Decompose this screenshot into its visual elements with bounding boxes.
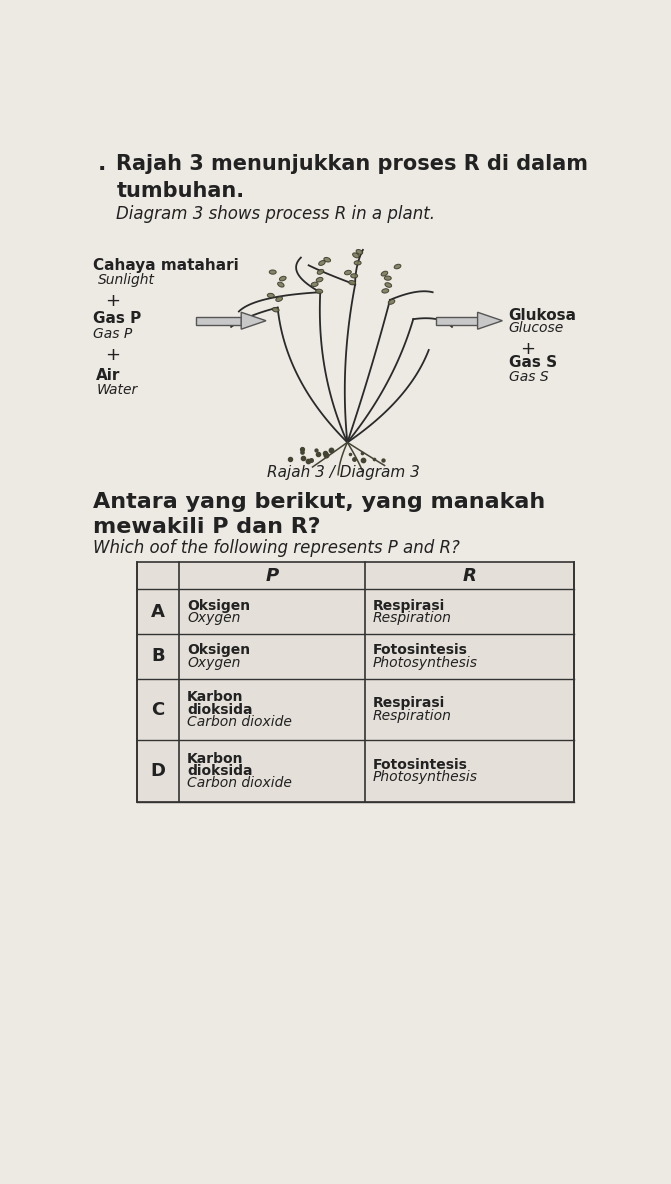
Ellipse shape <box>381 271 388 276</box>
Text: dioksida: dioksida <box>187 702 252 716</box>
Text: Respirasi: Respirasi <box>373 696 445 710</box>
Text: Photosynthesis: Photosynthesis <box>373 656 478 670</box>
Ellipse shape <box>384 276 391 281</box>
Ellipse shape <box>269 270 276 275</box>
Text: Gas S: Gas S <box>509 355 557 371</box>
Text: Antara yang berikut, yang manakah: Antara yang berikut, yang manakah <box>93 493 546 513</box>
Text: Diagram 3 shows process R in a plant.: Diagram 3 shows process R in a plant. <box>117 205 435 224</box>
Text: Karbon: Karbon <box>187 690 244 704</box>
Ellipse shape <box>394 264 401 269</box>
Text: Respirasi: Respirasi <box>373 599 445 612</box>
Ellipse shape <box>276 297 282 302</box>
Text: .: . <box>98 154 106 174</box>
Text: Water: Water <box>96 384 138 397</box>
Ellipse shape <box>349 281 356 285</box>
Polygon shape <box>478 313 503 329</box>
Text: Gas S: Gas S <box>509 369 548 384</box>
Text: D: D <box>150 762 165 780</box>
Ellipse shape <box>317 270 323 275</box>
Text: Rajah 3 / Diagram 3: Rajah 3 / Diagram 3 <box>267 465 420 481</box>
Text: C: C <box>151 701 164 719</box>
Text: Oxygen: Oxygen <box>187 656 240 670</box>
Text: Oksigen: Oksigen <box>187 599 250 612</box>
Bar <box>137 561 574 802</box>
Text: Cahaya matahari: Cahaya matahari <box>93 258 239 272</box>
Text: Respiration: Respiration <box>373 709 452 722</box>
Ellipse shape <box>279 276 286 281</box>
Ellipse shape <box>324 257 331 262</box>
Text: Carbon dioxide: Carbon dioxide <box>187 715 292 729</box>
Text: Respiration: Respiration <box>373 611 452 625</box>
Text: Oksigen: Oksigen <box>187 643 250 657</box>
Text: mewakili P dan R?: mewakili P dan R? <box>93 517 321 538</box>
Ellipse shape <box>319 260 325 265</box>
Ellipse shape <box>311 282 318 287</box>
Text: Photosynthesis: Photosynthesis <box>373 771 478 784</box>
Ellipse shape <box>385 283 392 288</box>
Polygon shape <box>241 313 266 329</box>
Text: Rajah 3 menunjukkan proses R di dalam: Rajah 3 menunjukkan proses R di dalam <box>117 154 588 174</box>
Text: +: + <box>105 346 121 365</box>
Ellipse shape <box>389 300 395 304</box>
Text: B: B <box>151 648 164 665</box>
Text: Glucose: Glucose <box>509 322 564 335</box>
Ellipse shape <box>316 289 323 294</box>
Text: Gas P: Gas P <box>93 311 142 327</box>
Text: Carbon dioxide: Carbon dioxide <box>187 777 292 791</box>
Ellipse shape <box>272 308 279 311</box>
Ellipse shape <box>316 277 323 282</box>
Text: Glukosa: Glukosa <box>509 308 576 322</box>
Bar <box>437 317 478 324</box>
Ellipse shape <box>382 289 389 294</box>
Text: tumbuhan.: tumbuhan. <box>117 181 244 200</box>
Text: Air: Air <box>96 368 121 382</box>
Text: Oxygen: Oxygen <box>187 611 240 625</box>
Text: +: + <box>520 340 535 358</box>
Text: Fotosintesis: Fotosintesis <box>373 643 468 657</box>
Text: Gas P: Gas P <box>93 327 132 341</box>
Text: Fotosintesis: Fotosintesis <box>373 758 468 772</box>
Text: R: R <box>463 567 477 585</box>
Text: Sunlight: Sunlight <box>98 274 155 287</box>
Ellipse shape <box>353 253 359 258</box>
Ellipse shape <box>354 260 361 265</box>
Text: dioksida: dioksida <box>187 764 252 778</box>
Text: Which oof the following represents P and R?: Which oof the following represents P and… <box>93 539 460 556</box>
Ellipse shape <box>278 282 284 287</box>
Text: P: P <box>266 567 279 585</box>
Ellipse shape <box>351 274 358 278</box>
Text: A: A <box>151 603 165 620</box>
Text: Karbon: Karbon <box>187 752 244 766</box>
Ellipse shape <box>267 294 274 297</box>
Bar <box>196 317 241 324</box>
Ellipse shape <box>356 250 363 255</box>
Text: +: + <box>105 292 121 310</box>
Ellipse shape <box>344 270 352 275</box>
